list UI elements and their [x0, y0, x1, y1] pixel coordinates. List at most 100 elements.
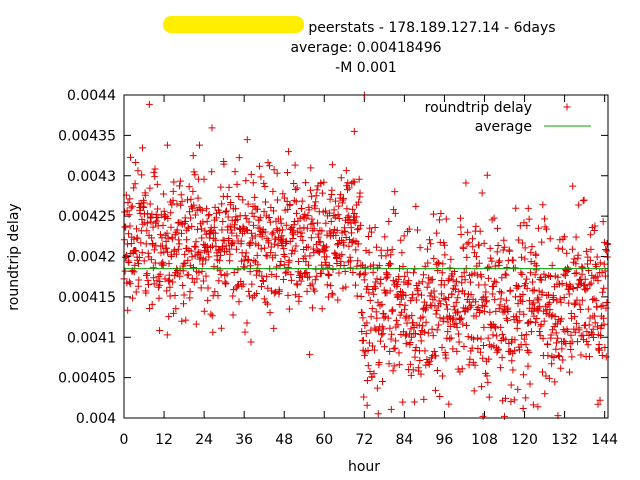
data-point — [569, 182, 577, 190]
data-point — [515, 236, 523, 244]
data-point — [271, 251, 279, 259]
data-point — [160, 190, 168, 198]
data-point — [531, 271, 539, 279]
data-point — [456, 316, 464, 324]
data-point — [580, 196, 588, 204]
data-point — [438, 269, 446, 277]
data-point — [206, 230, 214, 238]
data-point — [433, 229, 441, 237]
data-point — [339, 284, 347, 292]
data-point — [269, 207, 277, 215]
data-point — [503, 316, 511, 324]
data-point — [598, 351, 606, 359]
data-point — [233, 180, 241, 188]
data-point — [318, 305, 326, 313]
data-point — [340, 195, 348, 203]
data-point — [202, 272, 210, 280]
data-point — [172, 250, 180, 258]
data-point — [149, 223, 157, 231]
data-point — [568, 314, 576, 322]
data-point — [225, 183, 233, 191]
data-point — [286, 200, 294, 208]
data-point — [498, 330, 506, 338]
data-point — [281, 253, 289, 261]
data-point — [139, 203, 147, 211]
data-point — [585, 321, 593, 329]
data-point — [488, 321, 496, 329]
data-point — [237, 237, 245, 245]
data-point — [287, 276, 295, 284]
data-point — [409, 366, 417, 374]
data-point — [523, 284, 531, 292]
data-point — [492, 324, 500, 332]
data-point — [337, 174, 345, 182]
data-point — [125, 258, 133, 266]
data-point — [347, 257, 355, 265]
data-point — [415, 279, 423, 287]
data-point — [461, 276, 469, 284]
data-point — [538, 238, 546, 246]
data-point — [153, 217, 161, 225]
data-point — [514, 385, 522, 393]
data-point — [227, 226, 235, 234]
data-point — [400, 306, 408, 314]
data-point — [473, 271, 481, 279]
data-point — [455, 338, 463, 346]
data-point — [332, 197, 340, 205]
data-point — [490, 282, 498, 290]
data-point — [539, 368, 547, 376]
data-point — [217, 251, 225, 259]
data-point — [543, 225, 551, 233]
data-point — [326, 209, 334, 217]
data-point — [153, 180, 161, 188]
data-point — [146, 184, 154, 192]
data-point — [533, 262, 541, 270]
data-point — [188, 222, 196, 230]
data-point — [273, 169, 281, 177]
data-point — [198, 234, 206, 242]
data-point — [125, 211, 133, 219]
data-point — [186, 288, 194, 296]
data-point — [281, 269, 289, 277]
data-point — [260, 295, 268, 303]
data-point — [366, 224, 374, 232]
data-point — [349, 269, 357, 277]
data-point — [253, 290, 261, 298]
data-point — [362, 330, 370, 338]
data-point — [273, 196, 281, 204]
data-point — [169, 196, 177, 204]
data-point — [525, 215, 533, 223]
data-point — [518, 270, 526, 278]
data-point — [311, 287, 319, 295]
data-point — [600, 320, 608, 328]
data-point — [558, 245, 566, 253]
data-point — [150, 168, 158, 176]
data-point — [364, 362, 372, 370]
data-point — [125, 230, 133, 238]
data-point — [478, 189, 486, 197]
data-point — [458, 365, 466, 373]
data-point — [311, 204, 319, 212]
data-point — [135, 260, 143, 268]
data-point — [204, 296, 212, 304]
data-point — [507, 381, 515, 389]
data-point — [554, 351, 562, 359]
data-point — [426, 357, 434, 365]
data-point — [453, 323, 461, 331]
data-point — [478, 383, 486, 391]
data-point — [522, 394, 530, 402]
x-tick-label: 108 — [471, 432, 498, 448]
data-point — [526, 318, 534, 326]
data-point — [388, 246, 396, 254]
data-point — [533, 315, 541, 323]
data-point — [498, 289, 506, 297]
x-tick-label: 144 — [591, 432, 618, 448]
data-point — [531, 319, 539, 327]
data-point — [541, 390, 549, 398]
data-point — [599, 218, 607, 226]
data-point — [229, 311, 237, 319]
data-point — [331, 250, 339, 258]
data-point — [345, 242, 353, 250]
data-point — [248, 229, 256, 237]
data-point — [256, 224, 264, 232]
